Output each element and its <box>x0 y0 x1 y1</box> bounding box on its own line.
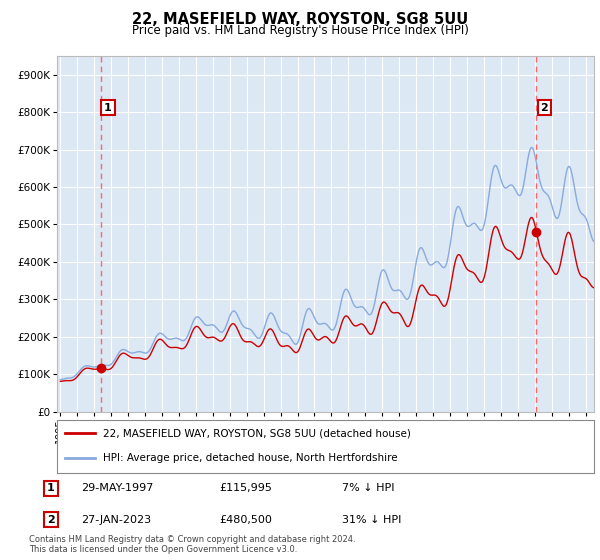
Text: 1: 1 <box>47 483 55 493</box>
Text: £115,995: £115,995 <box>219 483 272 493</box>
Text: Price paid vs. HM Land Registry's House Price Index (HPI): Price paid vs. HM Land Registry's House … <box>131 24 469 36</box>
Text: 31% ↓ HPI: 31% ↓ HPI <box>342 515 401 525</box>
Text: £480,500: £480,500 <box>219 515 272 525</box>
Text: 2: 2 <box>47 515 55 525</box>
Text: 22, MASEFIELD WAY, ROYSTON, SG8 5UU: 22, MASEFIELD WAY, ROYSTON, SG8 5UU <box>132 12 468 27</box>
Text: Contains HM Land Registry data © Crown copyright and database right 2024.
This d: Contains HM Land Registry data © Crown c… <box>29 535 355 554</box>
Text: 27-JAN-2023: 27-JAN-2023 <box>81 515 151 525</box>
Text: 2: 2 <box>541 102 548 113</box>
Text: 22, MASEFIELD WAY, ROYSTON, SG8 5UU (detached house): 22, MASEFIELD WAY, ROYSTON, SG8 5UU (det… <box>103 428 410 438</box>
Text: 7% ↓ HPI: 7% ↓ HPI <box>342 483 395 493</box>
Text: 29-MAY-1997: 29-MAY-1997 <box>81 483 154 493</box>
Text: 1: 1 <box>104 102 112 113</box>
Text: HPI: Average price, detached house, North Hertfordshire: HPI: Average price, detached house, Nort… <box>103 453 397 463</box>
